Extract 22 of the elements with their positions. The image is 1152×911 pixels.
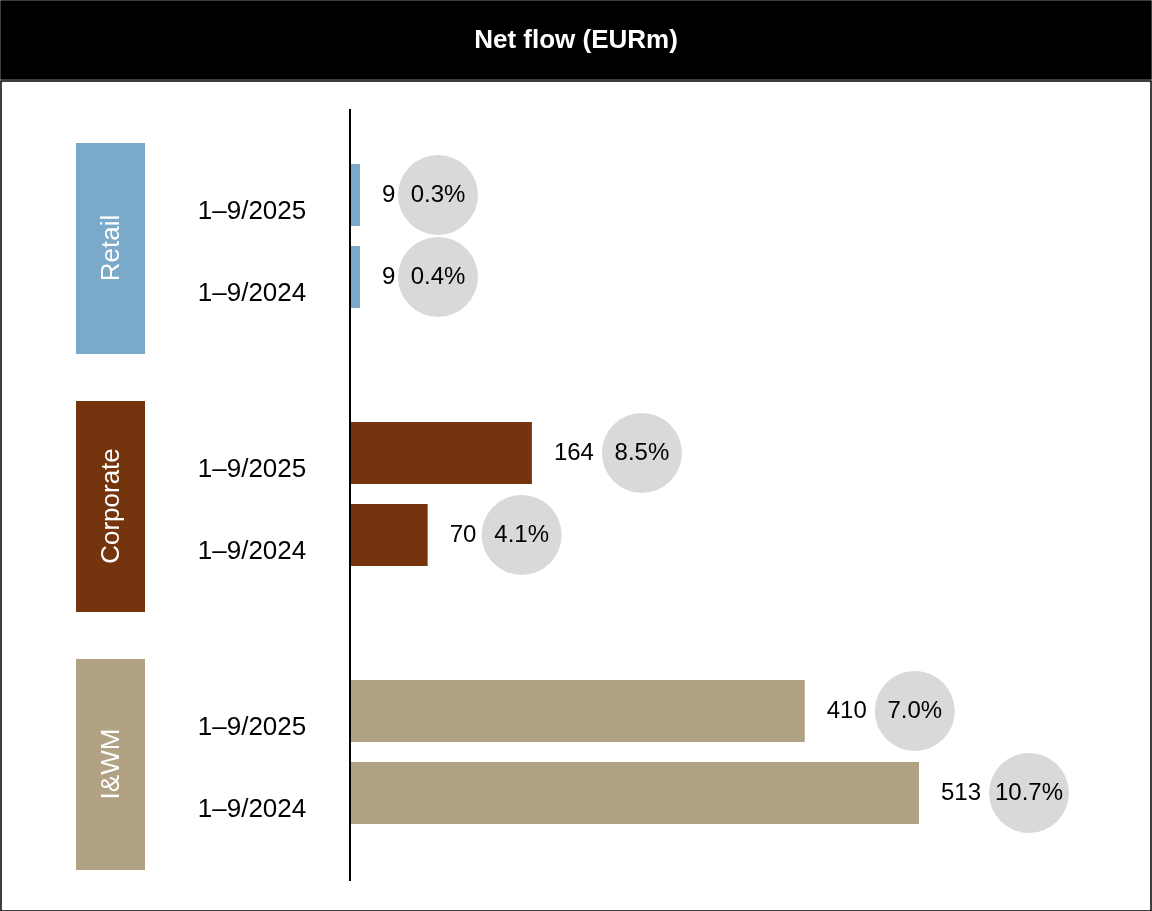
annotation: 8.5%	[614, 438, 670, 465]
y-tick-label: 1–9/2025	[197, 711, 307, 741]
annotation: 0.4%	[410, 262, 466, 289]
text: Retail	[95, 214, 125, 282]
y-tick-label: 1–9/2025	[197, 453, 307, 483]
annotation: 4.1%	[494, 520, 549, 547]
y-tick-label: 1–9/2024	[197, 793, 307, 823]
data-label: 9	[381, 262, 396, 289]
y-tick-label: 1–9/2024	[197, 277, 307, 307]
annotation: 0.3%	[410, 180, 466, 207]
data-label: 9	[381, 180, 396, 207]
chart-title: Net flow (EURm)	[474, 24, 678, 54]
y-tick-label: 1–9/2024	[197, 535, 307, 565]
data-label: 70	[449, 520, 477, 547]
text: 10.7%	[994, 778, 1064, 805]
annotation: 7.0%	[887, 696, 943, 723]
data-label: 410	[826, 696, 867, 723]
text: I&WM	[95, 728, 125, 800]
data-label: 164	[553, 438, 594, 465]
y-tick-label: 1–9/2025	[197, 195, 307, 225]
text: Corporate	[95, 448, 125, 564]
data-label: 513	[941, 778, 982, 805]
